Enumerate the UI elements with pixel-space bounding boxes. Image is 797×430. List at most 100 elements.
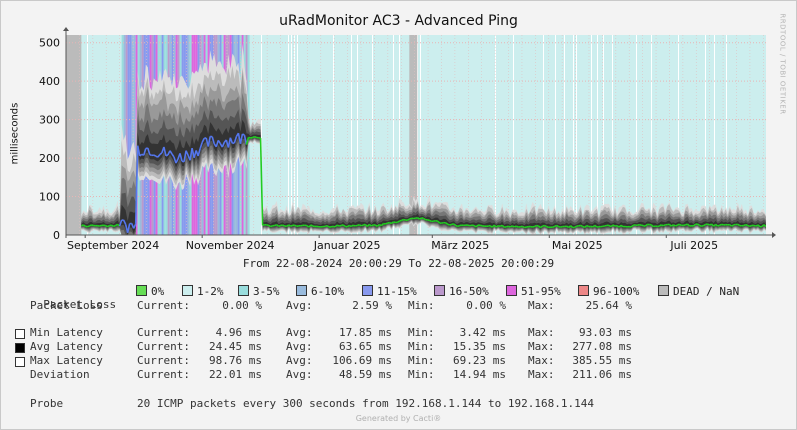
avg-latency-segment xyxy=(153,154,157,157)
avg-latency-segment xyxy=(352,224,356,227)
stat-max-latency-min-l: Min: xyxy=(408,354,435,367)
avg-latency-segment xyxy=(670,224,674,227)
stat-packet-loss-cur: 0.00 % xyxy=(222,299,262,312)
avg-latency-segment xyxy=(360,224,364,227)
avg-latency-segment xyxy=(199,142,203,149)
avg-latency-segment xyxy=(513,225,517,228)
avg-latency-segment xyxy=(215,140,220,148)
avg-latency-segment xyxy=(390,221,394,225)
legend-swatch xyxy=(578,285,589,296)
avg-latency-segment xyxy=(419,217,423,220)
avg-latency-segment xyxy=(729,224,733,227)
avg-latency-segment xyxy=(385,222,388,225)
avg-latency-segment xyxy=(495,224,499,228)
avg-latency-segment xyxy=(501,224,505,228)
avg-latency-segment xyxy=(389,221,392,225)
loss-band-gap xyxy=(333,35,334,235)
avg-latency-segment xyxy=(473,224,477,228)
legend-label: 3-5% xyxy=(253,285,280,298)
avg-latency-segment xyxy=(753,224,757,227)
avg-latency-segment xyxy=(139,153,143,157)
avg-latency-segment xyxy=(658,224,662,227)
avg-latency-segment xyxy=(207,136,212,147)
loss-band-gap xyxy=(543,35,544,235)
chart-title: uRadMonitor AC3 - Advanced Ping xyxy=(279,13,518,29)
avg-latency-segment xyxy=(134,145,139,224)
loss-band-gap xyxy=(297,35,298,235)
avg-latency-segment xyxy=(286,224,290,227)
legend-swatch xyxy=(238,285,249,296)
legend-item: 3-5% xyxy=(238,285,280,298)
avg-latency-segment xyxy=(596,225,600,228)
avg-latency-segment xyxy=(592,224,596,228)
avg-latency-segment xyxy=(540,225,543,229)
avg-latency-segment xyxy=(346,224,350,228)
x-tick-label: Mai 2025 xyxy=(552,239,603,252)
avg-latency-segment xyxy=(336,224,340,227)
latency-smoke-band xyxy=(81,92,766,235)
avg-latency-segment xyxy=(397,220,400,223)
stat-deviation-avg: 48.59 ms xyxy=(339,368,392,381)
avg-latency-segment xyxy=(745,223,749,227)
avg-latency-segment xyxy=(159,152,163,156)
stat-min-latency-label: Min Latency xyxy=(30,326,103,339)
avg-latency-segment xyxy=(644,223,648,227)
avg-latency-segment xyxy=(409,217,412,220)
stat-max-latency-max: 385.55 ms xyxy=(572,354,632,367)
y-axis-arrow xyxy=(63,27,69,31)
footer-credit: Generated by Cacti® xyxy=(355,414,442,423)
legend-label: 96-100% xyxy=(593,285,640,298)
avg-latency-segment xyxy=(749,224,753,228)
stat-packet-loss-min: 0.00 % xyxy=(466,299,506,312)
avg-latency-segment xyxy=(111,224,114,228)
legend-item: 0% xyxy=(136,285,164,298)
stat-avg-latency-max-l: Max: xyxy=(528,340,555,353)
latency-smoke-band xyxy=(81,119,766,235)
avg-latency-segment xyxy=(747,224,751,228)
legend-label: 16-50% xyxy=(449,285,489,298)
avg-latency-segment xyxy=(252,135,255,139)
avg-latency-segment xyxy=(757,224,761,228)
legend-swatch xyxy=(506,285,517,296)
avg-latency-segment xyxy=(245,137,250,145)
avg-latency-segment xyxy=(308,224,312,228)
legend-item: 16-50% xyxy=(434,285,489,298)
stat-deviation-cur: 22.01 ms xyxy=(209,368,262,381)
avg-latency-segment xyxy=(221,142,226,148)
avg-latency-segment xyxy=(457,224,461,228)
loss-band-gap xyxy=(399,35,400,235)
avg-latency-segment xyxy=(201,138,205,143)
avg-latency-segment xyxy=(326,224,330,228)
avg-latency-segment xyxy=(697,223,701,227)
avg-latency-segment xyxy=(421,217,424,220)
avg-latency-segment xyxy=(586,224,590,228)
avg-latency-segment xyxy=(600,225,604,228)
legend-title: Packet Loss xyxy=(43,298,117,311)
avg-latency-segment xyxy=(578,224,581,227)
avg-latency-segment xyxy=(399,219,402,222)
loss-band-gap xyxy=(417,35,418,235)
loss-band-gap xyxy=(564,35,565,235)
avg-latency-segment xyxy=(693,223,697,227)
loss-band-gap xyxy=(393,35,394,235)
avg-latency-segment xyxy=(638,223,642,226)
avg-latency-segment xyxy=(755,224,759,227)
stat-avg-latency-avg-l: Avg: xyxy=(286,340,313,353)
avg-latency-segment xyxy=(113,224,116,228)
avg-latency-segment xyxy=(703,223,707,227)
avg-latency-segment xyxy=(582,225,586,229)
avg-latency-segment xyxy=(509,225,513,228)
legend-row: Packet Loss xyxy=(30,285,116,311)
y-tick-label: 300 xyxy=(39,114,60,127)
avg-latency-segment xyxy=(616,224,620,228)
stat-min-latency-cur: 4.96 ms xyxy=(215,326,262,339)
loss-band-gap xyxy=(576,35,577,235)
legend-swatch xyxy=(182,285,193,296)
avg-latency-segment xyxy=(306,224,310,228)
avg-latency-segment xyxy=(270,225,273,228)
avg-latency-segment xyxy=(672,224,676,227)
avg-latency-segment xyxy=(229,137,234,144)
avg-latency-segment xyxy=(560,225,563,228)
avg-latency-segment xyxy=(636,223,640,227)
legend-item: DEAD / NaN xyxy=(658,285,739,298)
